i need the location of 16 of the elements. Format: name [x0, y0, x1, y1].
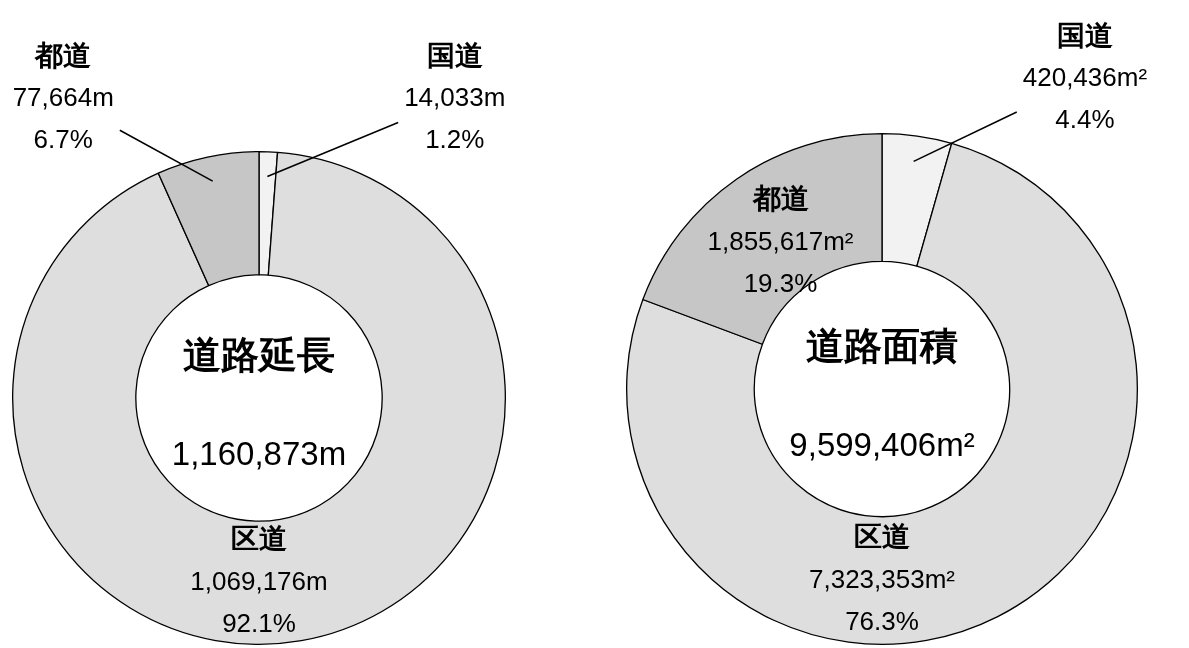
slice-label: 都道 [34, 39, 92, 71]
slice-label: 国道 [426, 39, 483, 71]
slice-label: 区道 [231, 523, 287, 555]
data-label: 420,436m² 4.4% [1022, 62, 1148, 135]
slice-label: 区道 [854, 521, 910, 553]
text: 道路延長 [183, 334, 335, 377]
text: 道路面積 [806, 325, 958, 368]
data-label: 1,855,617m² 19.3% [707, 225, 854, 298]
slice-label: 国道 [1056, 20, 1113, 52]
data-label: 1,069,176m 92.1% [190, 565, 328, 638]
text: 9,599,406m² [789, 426, 975, 464]
text: 1,160,873m [171, 435, 347, 473]
data-label: 14,033m 1.2% [404, 82, 506, 155]
data-label: 77,664m 6.7% [12, 82, 114, 155]
slice-label: 都道 [751, 183, 809, 215]
data-label: 7,323,353m² 76.3% [809, 563, 956, 636]
